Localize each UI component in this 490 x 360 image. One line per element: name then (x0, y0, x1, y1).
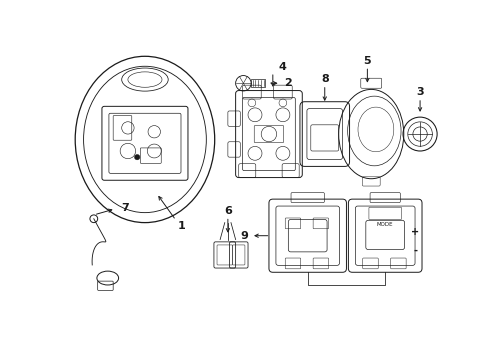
Text: 4: 4 (279, 62, 287, 72)
Text: 3: 3 (416, 87, 424, 98)
Text: 6: 6 (224, 206, 232, 216)
Text: -: - (413, 246, 417, 256)
Text: 7: 7 (122, 203, 129, 213)
Text: +: + (411, 227, 419, 237)
Text: MODE: MODE (377, 222, 393, 227)
Text: 9: 9 (240, 231, 248, 241)
Circle shape (134, 154, 140, 160)
Text: 8: 8 (321, 75, 329, 84)
Text: 5: 5 (364, 56, 371, 66)
Text: 1: 1 (177, 221, 185, 231)
Text: 2: 2 (284, 78, 292, 88)
Bar (251, 80, 265, 87)
